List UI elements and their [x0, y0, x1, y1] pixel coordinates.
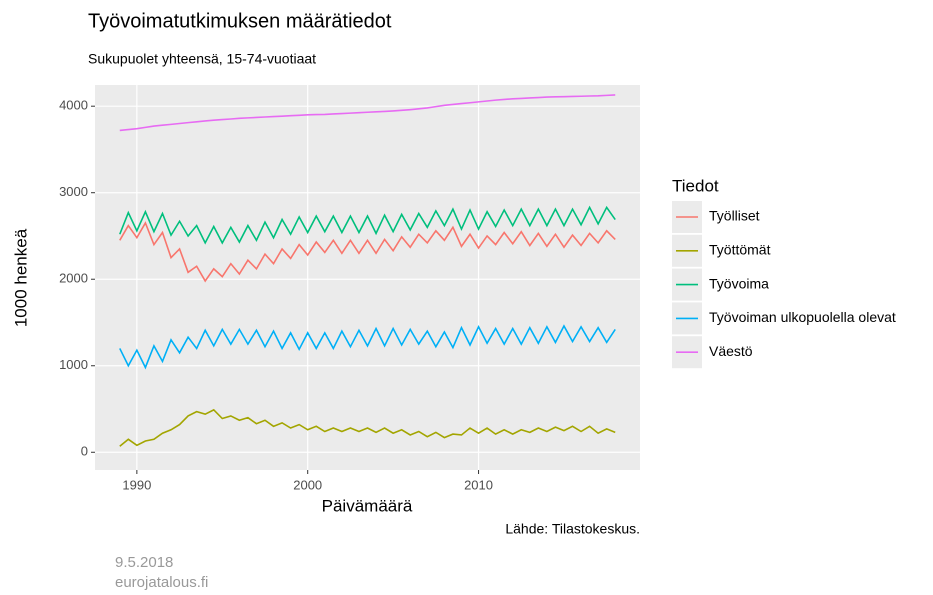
legend-label: Työvoiman ulkopuolella olevat [709, 309, 896, 325]
series-line [119, 94, 616, 132]
y-tick-label: 2000 [59, 271, 88, 286]
legend-label: Väestö [709, 343, 753, 359]
caption: Lähde: Tilastokeskus. [505, 521, 640, 537]
x-tick-label: 1990 [122, 477, 151, 492]
y-tick-label: 0 [81, 444, 88, 459]
x-tick-label: 2010 [464, 477, 493, 492]
legend-title: Tiedot [672, 176, 719, 195]
legend-label: Työvoima [709, 275, 769, 291]
legend-label: Työlliset [709, 208, 760, 224]
plot-panel [95, 85, 640, 470]
legend-label: Työttömät [709, 242, 771, 258]
footer-date: 9.5.2018 [115, 554, 173, 571]
x-axis-label: Päivämäärä [322, 496, 413, 515]
y-tick-label: 1000 [59, 357, 88, 372]
series-line [119, 221, 616, 283]
series-line [119, 205, 616, 245]
footer-site: eurojatalous.fi [115, 574, 208, 591]
chart-title: Työvoimatutkimuksen määrätiedot [88, 10, 392, 32]
y-tick-label: 3000 [59, 184, 88, 199]
series-line [119, 408, 616, 447]
y-axis-label: 1000 henkeä [11, 228, 30, 327]
x-tick-label: 2000 [293, 477, 322, 492]
y-tick-label: 4000 [59, 98, 88, 113]
series-line [119, 324, 616, 370]
chart-subtitle: Sukupuolet yhteensä, 15-74-vuotiaat [88, 51, 316, 67]
